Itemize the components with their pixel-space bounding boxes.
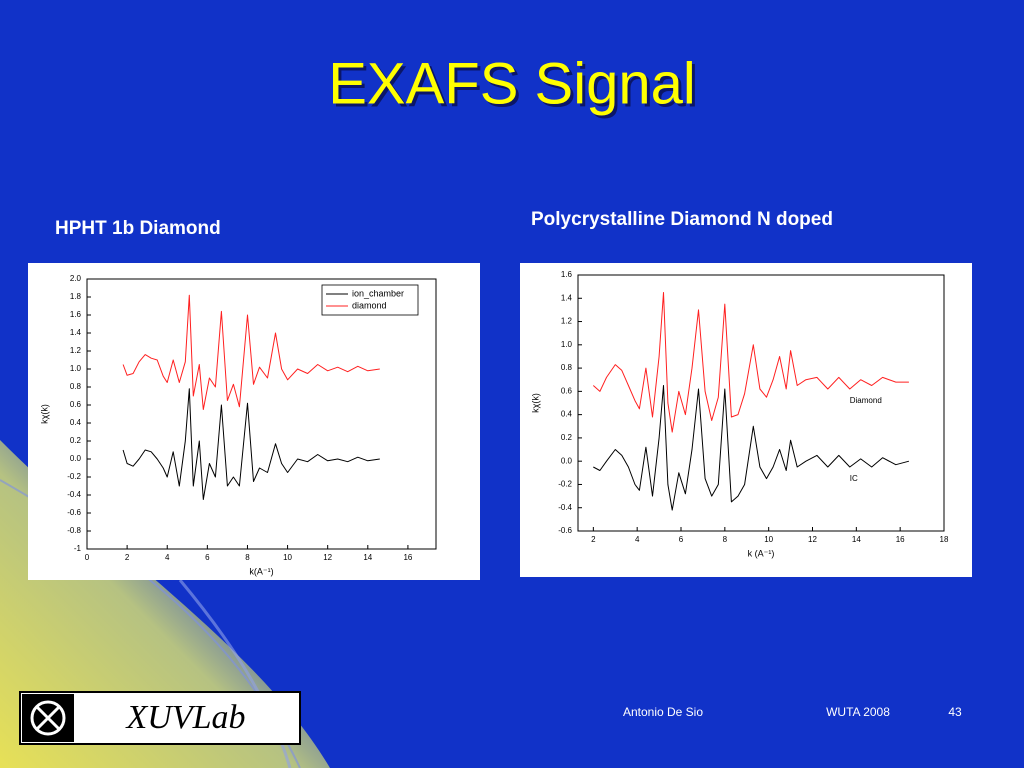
y-tick-label: 1.4 <box>561 293 573 302</box>
y-tick-label: -0.6 <box>67 508 81 517</box>
x-axis-label: k (A⁻¹) <box>748 548 775 558</box>
footer-event: WUTA 2008 <box>826 705 890 719</box>
x-tick-label: 2 <box>591 535 596 544</box>
y-tick-label: -0.2 <box>67 472 81 481</box>
x-tick-label: 8 <box>245 553 250 562</box>
data-line <box>592 292 909 433</box>
y-axis-label: kχ(k) <box>39 404 49 424</box>
logo: XUVLab <box>19 691 301 745</box>
x-tick-label: 10 <box>764 535 773 544</box>
legend-label: diamond <box>352 300 387 310</box>
y-tick-label: -0.8 <box>67 526 81 535</box>
logo-knot <box>34 704 62 732</box>
x-tick-label: 14 <box>363 553 372 562</box>
x-tick-label: 12 <box>323 553 332 562</box>
x-tick-label: 14 <box>852 535 861 544</box>
y-tick-label: 1.4 <box>70 328 82 337</box>
y-tick-label: 0.0 <box>561 456 573 465</box>
y-tick-label: 1.8 <box>70 292 82 301</box>
y-tick-label: 0.6 <box>561 386 573 395</box>
x-tick-label: 2 <box>125 553 130 562</box>
y-tick-label: 0.2 <box>70 436 82 445</box>
x-tick-label: 12 <box>808 535 817 544</box>
y-tick-label: 2.0 <box>70 274 82 283</box>
slide-title: EXAFS Signal <box>328 51 696 116</box>
y-tick-label: 1.2 <box>561 317 573 326</box>
y-tick-label: 1.0 <box>70 364 82 373</box>
y-tick-label: 0.2 <box>561 433 573 442</box>
x-tick-label: 6 <box>679 535 684 544</box>
series-label: IC <box>850 474 858 483</box>
y-axis-label: kχ(k) <box>530 393 540 413</box>
page-number: 43 <box>948 705 962 719</box>
data-line <box>122 294 380 410</box>
x-tick-label: 16 <box>896 535 905 544</box>
title-shadow: EXAFS Signal <box>331 54 699 119</box>
x-tick-label: 16 <box>403 553 412 562</box>
plot-frame <box>577 274 945 532</box>
x-axis-label: k(A⁻¹) <box>249 566 273 576</box>
data-line <box>593 385 910 511</box>
chart-title: Polycrystalline Diamond N doped <box>531 209 833 230</box>
x-tick-label: 6 <box>205 553 210 562</box>
series-label: Diamond <box>850 396 882 405</box>
x-tick-label: 0 <box>85 553 90 562</box>
logo-knot <box>30 700 66 736</box>
x-tick-label: 8 <box>723 535 728 544</box>
y-tick-label: 1.6 <box>561 270 573 279</box>
y-tick-label: 0.8 <box>70 382 82 391</box>
y-tick-label: 1.0 <box>561 340 573 349</box>
chart-title: HPHT 1b Diamond <box>55 218 221 239</box>
footer-author: Antonio De Sio <box>623 705 703 719</box>
y-tick-label: -0.4 <box>558 503 572 512</box>
x-tick-label: 18 <box>940 535 949 544</box>
y-tick-label: 0.6 <box>70 400 82 409</box>
y-tick-label: 1.6 <box>70 310 82 319</box>
x-tick-label: 10 <box>283 553 292 562</box>
x-tick-label: 4 <box>635 535 640 544</box>
y-tick-label: 0.4 <box>70 418 82 427</box>
legend-box <box>321 284 419 316</box>
y-tick-label: 0.0 <box>70 454 82 463</box>
logo-text: XUVLab <box>125 699 246 736</box>
data-line <box>122 388 380 500</box>
y-tick-label: -0.2 <box>558 480 572 489</box>
y-tick-label: -0.6 <box>558 526 572 535</box>
y-tick-label: -1 <box>74 544 82 553</box>
legend-label: ion_chamber <box>352 288 404 298</box>
y-tick-label: -0.4 <box>67 490 81 499</box>
x-tick-label: 4 <box>165 553 170 562</box>
y-tick-label: 1.2 <box>70 346 82 355</box>
y-tick-label: 0.4 <box>561 410 573 419</box>
chart-panel <box>520 263 972 577</box>
chart-panel <box>28 263 480 580</box>
plot-frame <box>86 278 437 550</box>
y-tick-label: 0.8 <box>561 363 573 372</box>
